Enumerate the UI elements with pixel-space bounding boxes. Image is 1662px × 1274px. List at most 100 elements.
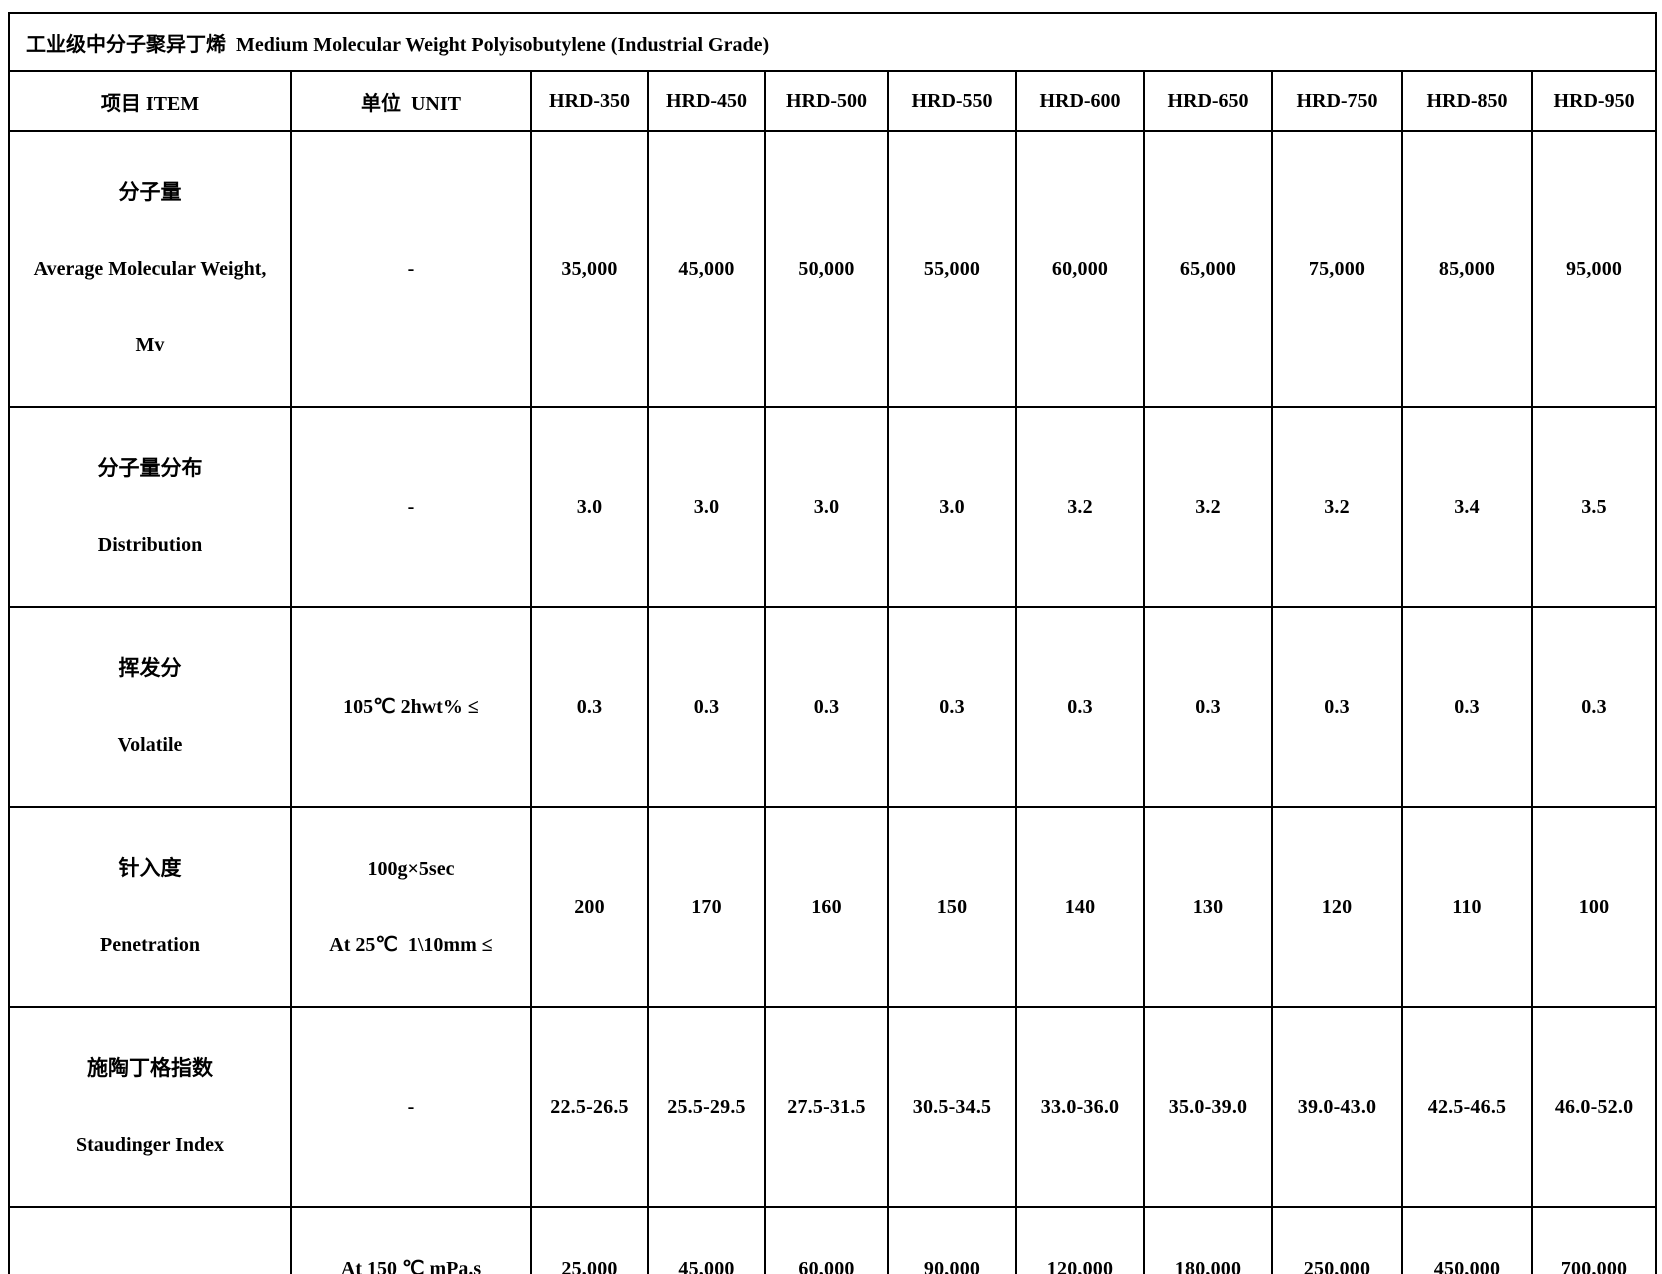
col-header-grade-hrd-600: HRD-600	[1015, 70, 1145, 132]
unit-text: 100g×5sec	[367, 858, 455, 880]
value-cell: 60,000	[764, 1206, 889, 1274]
item-label-en: Staudinger Index	[75, 1134, 224, 1156]
col-header-grade-hrd-950: HRD-950	[1530, 70, 1658, 132]
item-cell-penetration: 针入度 Penetration	[8, 806, 292, 1008]
row-volatile: 挥发分 Volatile 105℃ 2hwt% ≤ 0.3 0.3 0.3 0.…	[8, 606, 1658, 808]
row-kinetic-viscosity-150: 动力粘度 Kinetic Viscosity At 150 ℃ mPa.s 25…	[8, 1206, 1658, 1274]
value-cell: 160	[764, 806, 889, 1008]
value-cell: 25,000	[530, 1206, 649, 1274]
value-cell: 150	[887, 806, 1017, 1008]
value-cell: 3.0	[530, 406, 649, 608]
value-cell: 130	[1143, 806, 1273, 1008]
value-cell: 95,000	[1530, 130, 1658, 408]
unit-text: -	[407, 258, 415, 280]
col-header-item: 项目 ITEM	[8, 70, 292, 132]
value-cell: 50,000	[764, 130, 889, 408]
value-cell: 140	[1015, 806, 1145, 1008]
value-cell: 42.5-46.5	[1401, 1006, 1533, 1208]
col-header-unit: 单位 UNIT	[290, 70, 532, 132]
value-cell: 27.5-31.5	[764, 1006, 889, 1208]
value-cell: 39.0-43.0	[1271, 1006, 1403, 1208]
unit-text: -	[407, 496, 415, 518]
item-label-en: Volatile	[117, 734, 183, 756]
unit-cell: 100g×5sec At 25℃ 1\10mm ≤	[290, 806, 532, 1008]
col-header-grade-hrd-650: HRD-650	[1143, 70, 1273, 132]
row-average-molecular-weight: 分子量 Average Molecular Weight, Mv - 35,00…	[8, 130, 1658, 408]
item-cell-staudinger-index: 施陶丁格指数 Staudinger Index	[8, 1006, 292, 1208]
value-cell: 3.5	[1530, 406, 1658, 608]
unit-text: 105℃ 2hwt% ≤	[343, 696, 479, 718]
col-header-grade-hrd-500: HRD-500	[764, 70, 889, 132]
value-cell: 110	[1401, 806, 1533, 1008]
value-cell: 200	[530, 806, 649, 1008]
value-cell: 0.3	[647, 606, 766, 808]
row-staudinger-index: 施陶丁格指数 Staudinger Index - 22.5-26.5 25.5…	[8, 1006, 1658, 1208]
item-label-cn: 施陶丁格指数	[87, 1057, 213, 1080]
value-cell: 0.3	[530, 606, 649, 808]
row-distribution: 分子量分布 Distribution - 3.0 3.0 3.0 3.0 3.2…	[8, 406, 1658, 608]
item-label-cn: 挥发分	[118, 657, 182, 680]
value-cell: 700,000	[1530, 1206, 1658, 1274]
col-header-grade-hrd-850: HRD-850	[1401, 70, 1533, 132]
value-cell: 180,000	[1143, 1206, 1273, 1274]
spec-sheet: 工业级中分子聚异丁烯 Medium Molecular Weight Polyi…	[7, 12, 1658, 1274]
value-cell: 3.4	[1401, 406, 1533, 608]
value-cell: 170	[647, 806, 766, 1008]
value-cell: 35,000	[530, 130, 649, 408]
value-cell: 33.0-36.0	[1015, 1006, 1145, 1208]
item-cell-distribution: 分子量分布 Distribution	[8, 406, 292, 608]
value-cell: 75,000	[1271, 130, 1403, 408]
value-cell: 3.0	[764, 406, 889, 608]
col-header-grade-hrd-550: HRD-550	[887, 70, 1017, 132]
value-cell: 3.2	[1015, 406, 1145, 608]
item-cell-kinetic-viscosity: 动力粘度 Kinetic Viscosity	[8, 1206, 292, 1274]
value-cell: 0.3	[1143, 606, 1273, 808]
title-row: 工业级中分子聚异丁烯 Medium Molecular Weight Polyi…	[7, 12, 1658, 72]
value-cell: 46.0-52.0	[1530, 1006, 1658, 1208]
col-header-grade-hrd-750: HRD-750	[1271, 70, 1403, 132]
unit-cell: -	[290, 1006, 532, 1208]
value-cell: 120	[1271, 806, 1403, 1008]
header-row: 项目 ITEM 单位 UNIT HRD-350 HRD-450 HRD-500 …	[8, 70, 1658, 132]
item-cell-volatile: 挥发分 Volatile	[8, 606, 292, 808]
value-cell: 35.0-39.0	[1143, 1006, 1273, 1208]
unit-cell: At 150 ℃ mPa.s	[290, 1206, 532, 1274]
unit-cell: -	[290, 130, 532, 408]
value-cell: 45,000	[647, 1206, 766, 1274]
item-label-en: Average Molecular Weight,	[33, 258, 267, 280]
item-label-en: Penetration	[100, 934, 200, 956]
value-cell: 100	[1530, 806, 1658, 1008]
item-label-cn: 针入度	[118, 857, 182, 880]
value-cell: 0.3	[1401, 606, 1533, 808]
value-cell: 22.5-26.5	[530, 1006, 649, 1208]
item-cell-average-molecular-weight: 分子量 Average Molecular Weight, Mv	[8, 130, 292, 408]
value-cell: 45,000	[647, 130, 766, 408]
spec-table: 工业级中分子聚异丁烯 Medium Molecular Weight Polyi…	[7, 12, 1658, 1274]
value-cell: 30.5-34.5	[887, 1006, 1017, 1208]
value-cell: 3.0	[647, 406, 766, 608]
value-cell: 120,000	[1015, 1206, 1145, 1274]
value-cell: 65,000	[1143, 130, 1273, 408]
value-cell: 0.3	[764, 606, 889, 808]
value-cell: 450,000	[1401, 1206, 1533, 1274]
value-cell: 0.3	[1015, 606, 1145, 808]
item-label-cn: 分子量分布	[97, 457, 203, 480]
col-header-grade-hrd-350: HRD-350	[530, 70, 649, 132]
value-cell: 0.3	[1271, 606, 1403, 808]
unit-cell: 105℃ 2hwt% ≤	[290, 606, 532, 808]
unit-text: At 25℃ 1\10mm ≤	[329, 934, 493, 956]
value-cell: 3.0	[887, 406, 1017, 608]
unit-text: At 150 ℃ mPa.s	[340, 1258, 482, 1274]
value-cell: 3.2	[1271, 406, 1403, 608]
row-penetration: 针入度 Penetration 100g×5sec At 25℃ 1\10mm …	[8, 806, 1658, 1008]
value-cell: 25.5-29.5	[647, 1006, 766, 1208]
item-label-en: Distribution	[97, 534, 203, 556]
value-cell: 3.2	[1143, 406, 1273, 608]
value-cell: 85,000	[1401, 130, 1533, 408]
page-title: 工业级中分子聚异丁烯 Medium Molecular Weight Polyi…	[7, 12, 1658, 72]
value-cell: 55,000	[887, 130, 1017, 408]
item-label-cn: 分子量	[118, 181, 182, 204]
item-label-en: Mv	[135, 334, 165, 356]
value-cell: 0.3	[887, 606, 1017, 808]
value-cell: 250,000	[1271, 1206, 1403, 1274]
